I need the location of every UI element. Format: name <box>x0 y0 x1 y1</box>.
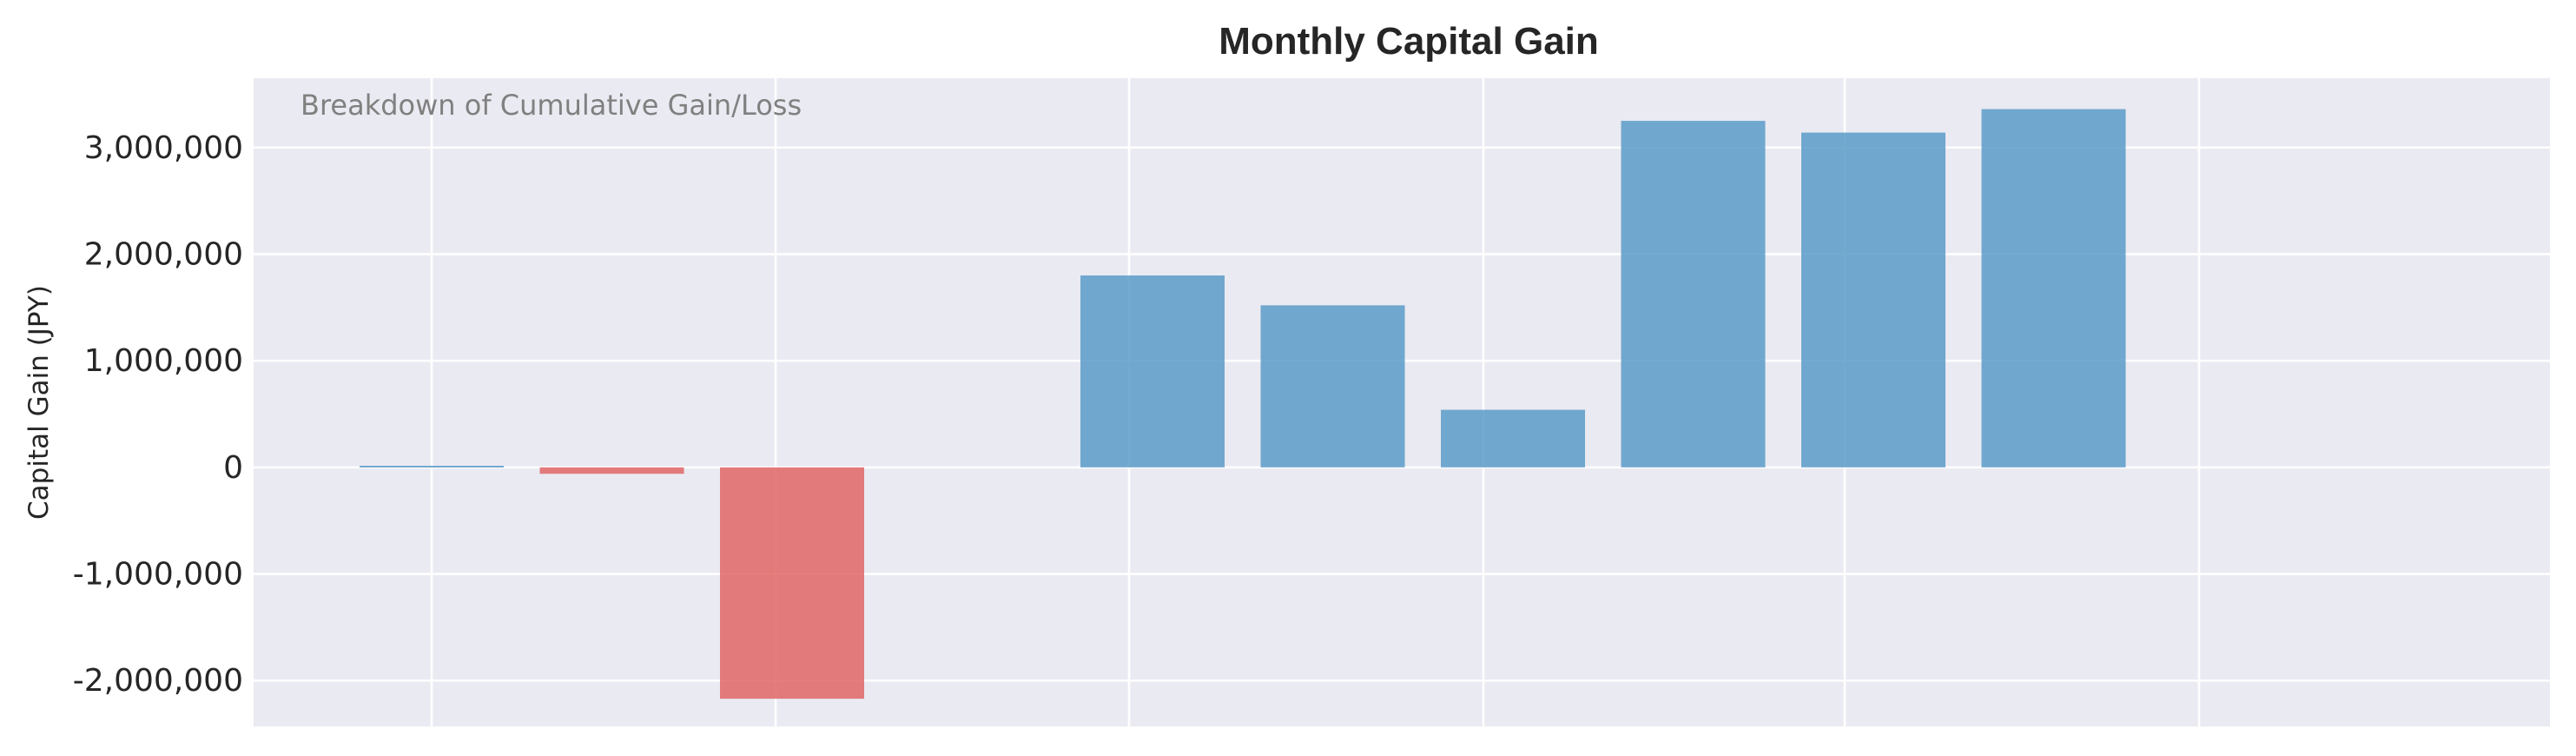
bars <box>360 109 2126 700</box>
bar <box>1080 275 1225 468</box>
chart-annotation: Breakdown of Cumulative Gain/Loss <box>301 89 802 122</box>
bar <box>1801 132 1945 468</box>
y-tick-labels: -2,000,000 -1,000,000 0 1,000,000 2,000,000 3… <box>73 130 243 699</box>
y-tick-label: -1,000,000 <box>73 557 243 593</box>
y-axis-label: Capital Gain (JPY) <box>23 285 55 520</box>
bar <box>1981 109 2126 468</box>
bar <box>720 467 864 700</box>
bar <box>539 467 684 474</box>
chart-title: Monthly Capital Gain <box>1219 20 1599 63</box>
y-tick-label: -2,000,000 <box>73 663 243 699</box>
y-tick-label: 0 <box>223 450 243 486</box>
bar <box>360 466 504 468</box>
bar <box>1621 121 1766 468</box>
y-tick-label: 3,000,000 <box>84 130 243 166</box>
y-tick-label: 1,000,000 <box>84 343 243 379</box>
bar <box>1260 305 1405 468</box>
y-tick-label: 2,000,000 <box>84 236 243 272</box>
bar <box>1441 409 1585 468</box>
